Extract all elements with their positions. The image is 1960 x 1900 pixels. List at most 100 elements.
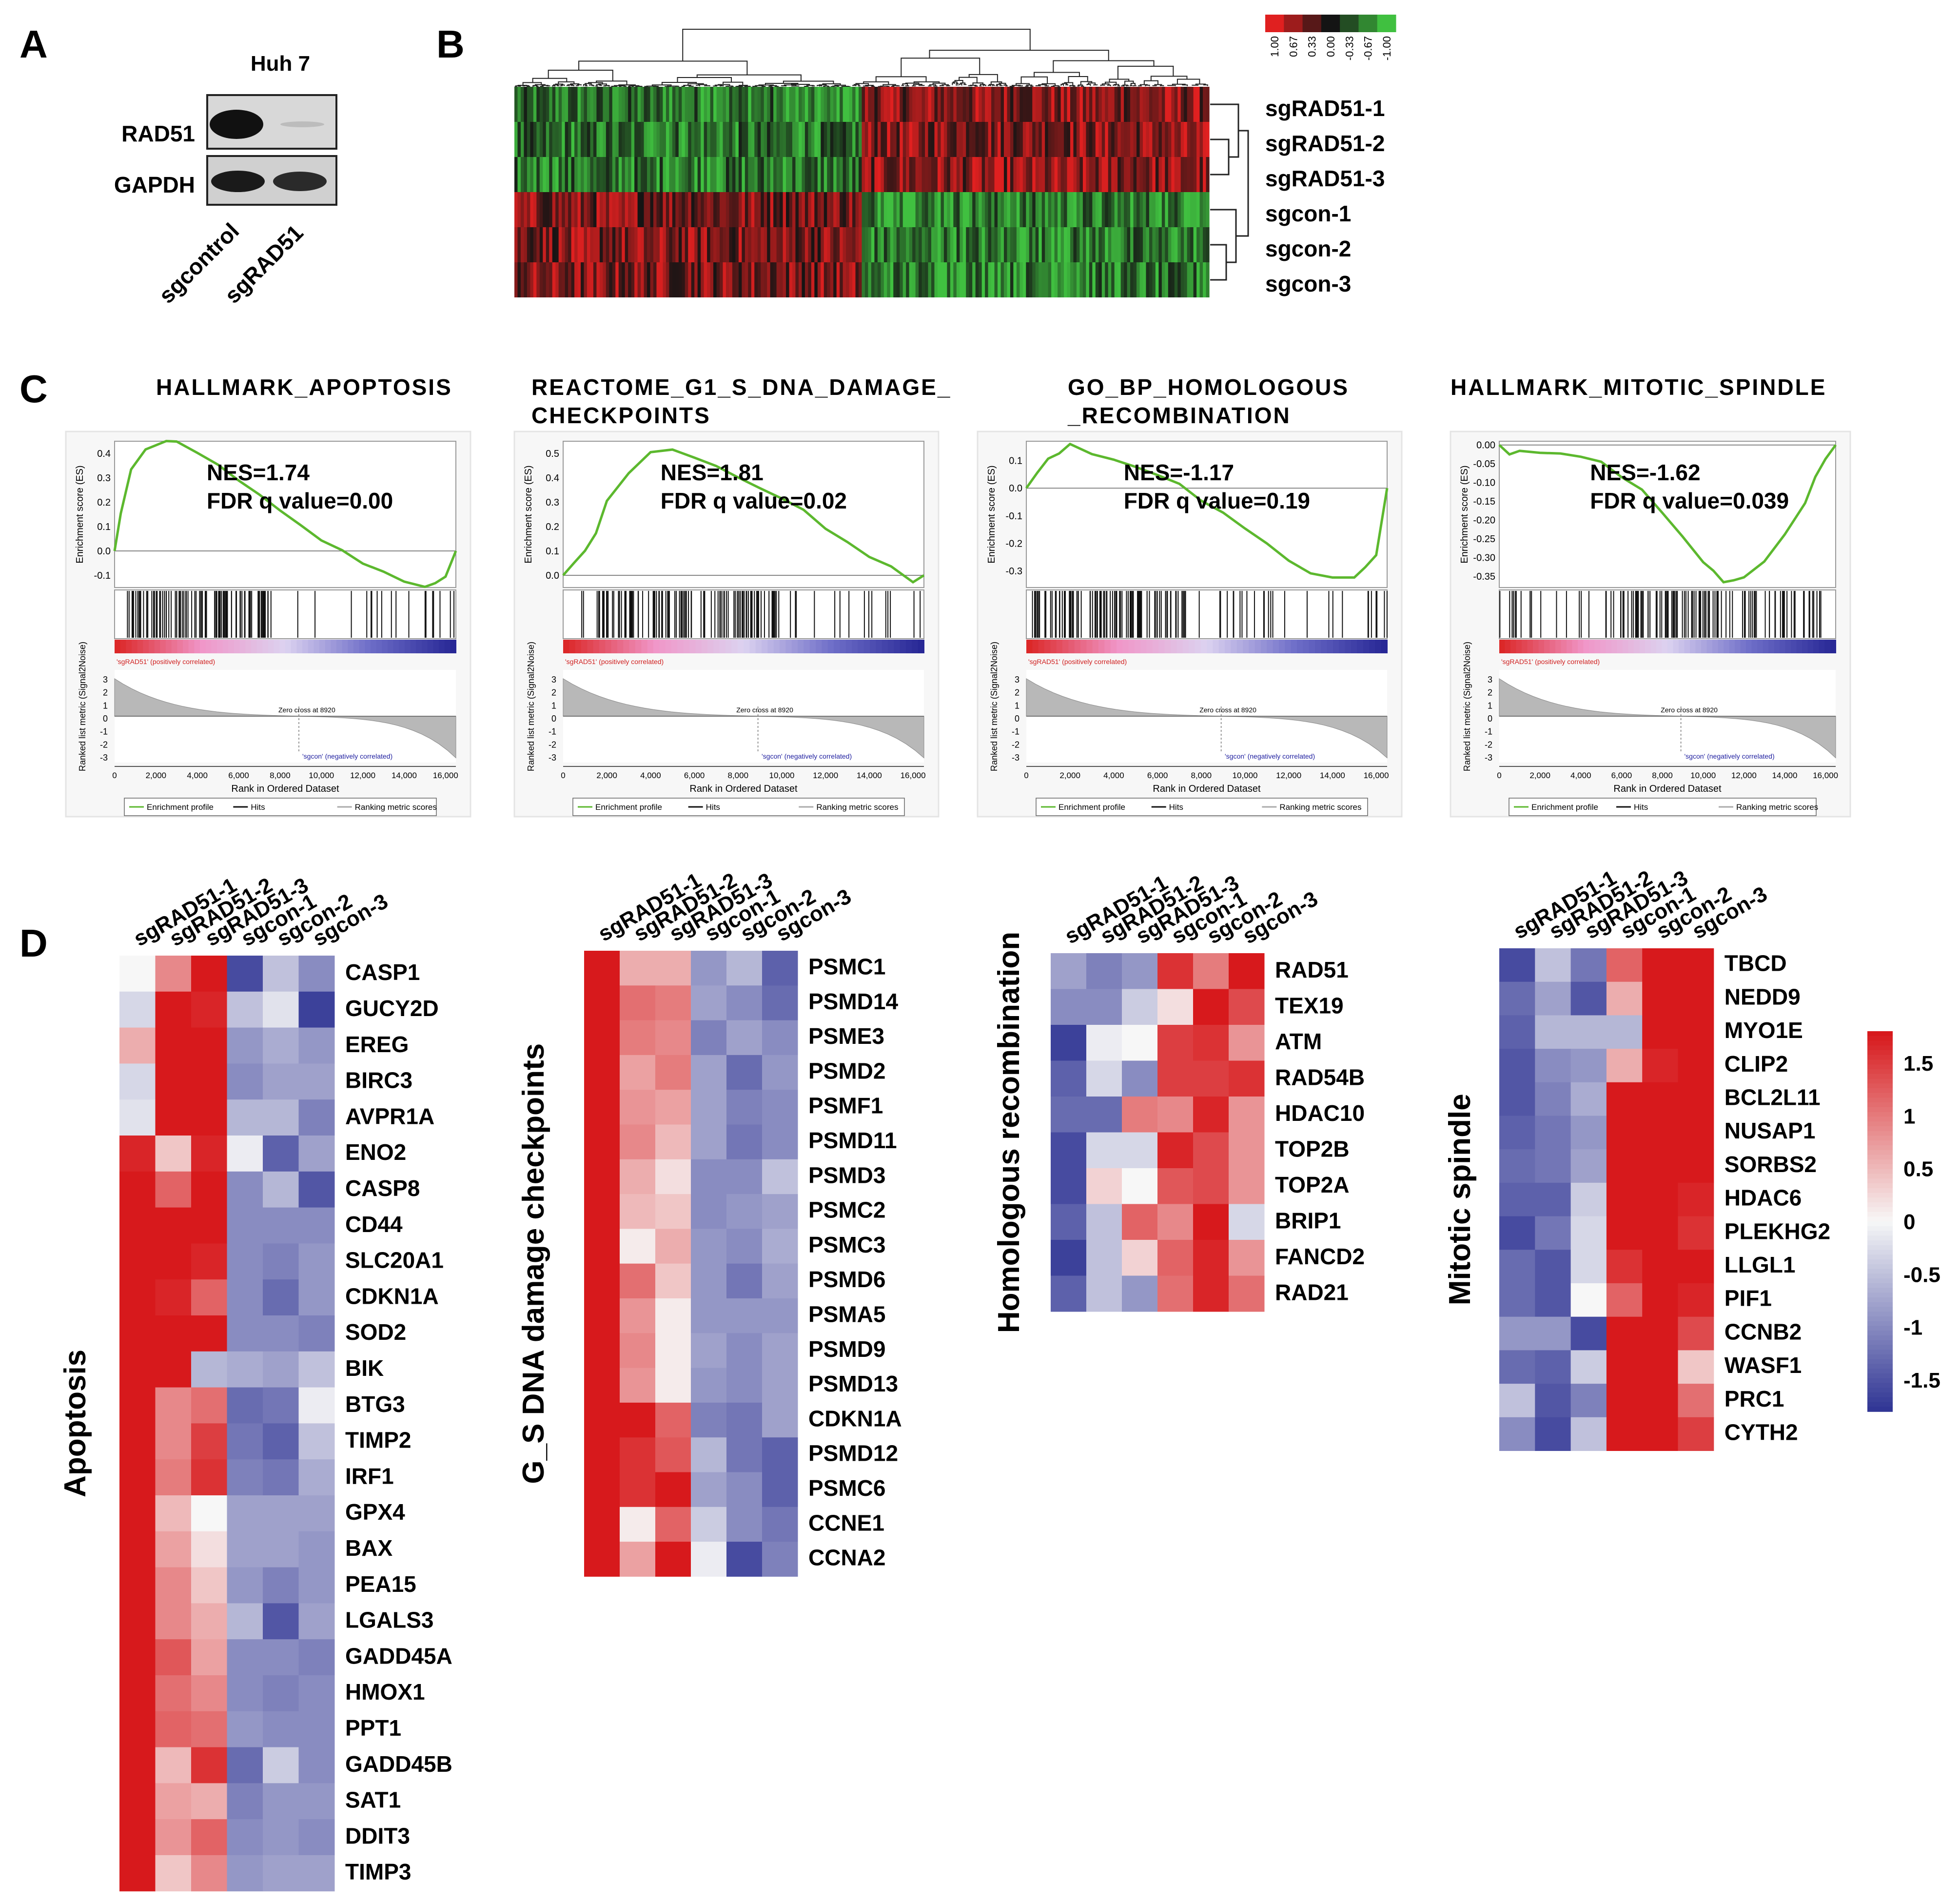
dendrogram-branch [591, 85, 595, 87]
neg-corr-label: 'sgcon' (negatively correlated) [302, 752, 392, 760]
heatmap-cell [155, 1639, 192, 1676]
rank-gradient-segment [1572, 640, 1578, 653]
cluster-cell [1035, 87, 1039, 122]
cluster-cell [877, 87, 881, 122]
gsea-title-line2: _RECOMBINATION [1067, 403, 1291, 428]
heatmap-cell [191, 1603, 227, 1640]
cluster-cell [852, 227, 856, 262]
heatmap-cell [263, 1027, 299, 1064]
cluster-cell [622, 192, 626, 227]
cluster-cell [1095, 227, 1099, 262]
cluster-cell [725, 192, 730, 227]
scale-segment [1867, 1312, 1893, 1317]
cluster-cell [877, 157, 881, 192]
cluster-cell [1082, 87, 1086, 122]
heatmap-cell [119, 1207, 156, 1244]
cluster-cell [1016, 262, 1020, 297]
cluster-cell [1032, 122, 1036, 157]
rank-tick: -3 [1012, 753, 1019, 763]
cluster-cell [659, 122, 664, 157]
cluster-cell [697, 122, 701, 157]
rank-gradient-segment [336, 640, 343, 653]
cluster-cell [716, 87, 720, 122]
rank-gradient-segment [1086, 640, 1093, 653]
cluster-cell [1206, 192, 1210, 227]
heatmap-gene-label: PSMD13 [808, 1371, 898, 1396]
rank-gradient-segment [1200, 640, 1207, 653]
cluster-cell [599, 157, 603, 192]
cluster-cell [966, 262, 970, 297]
cluster-cell [536, 227, 540, 262]
cluster-cell [915, 157, 919, 192]
cluster-cell [786, 157, 790, 192]
cluster-cell [1133, 227, 1137, 262]
heatmap-cell [762, 1263, 798, 1299]
rank-gradient-segment [1807, 640, 1814, 653]
heatmap-cell [298, 1027, 335, 1064]
heatmap-cell [119, 1315, 156, 1352]
cluster-cell [1076, 262, 1080, 297]
heatmap-gene-label: PEA15 [345, 1571, 416, 1597]
heatmap-cell [726, 1298, 763, 1333]
cluster-cell [644, 122, 647, 157]
cluster-cell [1114, 227, 1118, 262]
rank-gradient-segment [1080, 640, 1087, 653]
cluster-cell [546, 122, 549, 157]
cluster-cell [656, 122, 660, 157]
cluster-cell [1026, 227, 1030, 262]
rank-tick: 1 [103, 701, 108, 710]
cluster-cell [1108, 157, 1112, 192]
cluster-cell [530, 157, 534, 192]
heatmap-cell [584, 1159, 620, 1195]
cluster-cell [773, 87, 777, 122]
rank-gradient-segment [1254, 640, 1261, 653]
cluster-cell [969, 227, 973, 262]
x-tick: 6,000 [1147, 771, 1168, 780]
rank-gradient-segment [1583, 640, 1589, 653]
cluster-cell [757, 227, 761, 262]
heatmap-cell [263, 1243, 299, 1280]
cluster-cell [527, 87, 530, 122]
heatmap-cell [1229, 1132, 1265, 1169]
cluster-cell [843, 122, 846, 157]
heatmap-cell [298, 1171, 335, 1208]
cluster-cell [682, 262, 686, 297]
rank-gradient-segment [906, 640, 913, 653]
cluster-cell [675, 227, 679, 262]
dendrogram-branch [614, 86, 618, 87]
cluster-cell [792, 192, 796, 227]
cluster-cell [669, 122, 673, 157]
cluster-cell [675, 192, 679, 227]
cluster-cell [647, 192, 651, 227]
rank-gradient-segment [1690, 640, 1696, 653]
cluster-cell [593, 122, 597, 157]
neg-corr-label: 'sgcon' (negatively correlated) [762, 752, 852, 760]
cluster-cell [928, 122, 932, 157]
heatmap-cell [1570, 1283, 1607, 1317]
cluster-cell [555, 227, 559, 262]
scale-segment [1867, 1159, 1893, 1165]
dendrogram-branch [688, 85, 694, 87]
rank-gradient-segment [845, 640, 852, 653]
dendrogram-branch [1101, 83, 1110, 85]
rank-gradient-segment [798, 640, 804, 653]
x-tick: 12,000 [813, 771, 838, 780]
heatmap-cell [584, 1298, 620, 1333]
cluster-cell [628, 157, 632, 192]
heatmap-cell [726, 1472, 763, 1508]
heatmap-gene-label: HDAC10 [1275, 1100, 1365, 1126]
cluster-cell [941, 262, 944, 297]
cluster-cell [900, 87, 903, 122]
cluster-cell [682, 87, 686, 122]
heatmap-cell [298, 1567, 335, 1604]
dendrogram-branch [1057, 85, 1060, 87]
heatmap-cell [263, 1675, 299, 1712]
cluster-cell [887, 122, 891, 157]
cluster-cell [647, 87, 651, 122]
scale-segment [1867, 1354, 1893, 1360]
cluster-cell [527, 227, 530, 262]
cluster-cell [925, 192, 929, 227]
heatmap-cell [298, 956, 335, 992]
heatmap-cell [726, 1124, 763, 1160]
cluster-sample-label: sgcon-3 [1265, 271, 1351, 296]
